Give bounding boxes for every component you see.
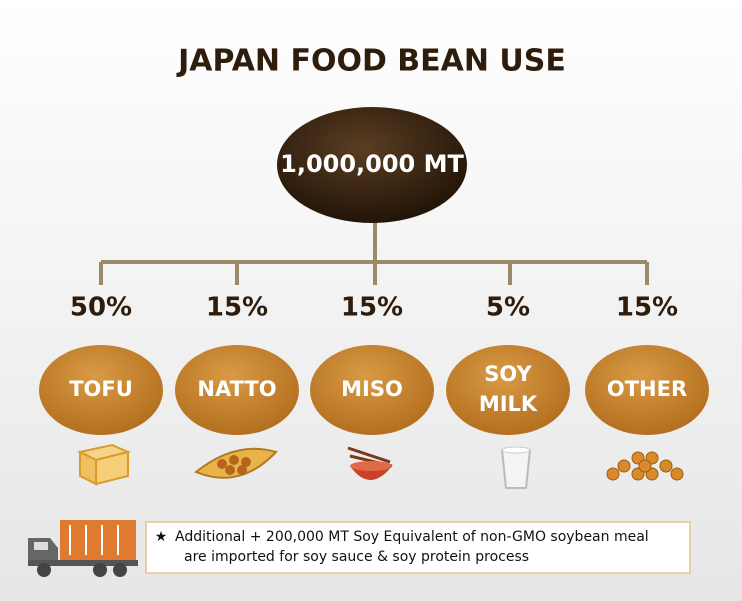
category-node (39, 345, 163, 435)
category-label: MISO (341, 377, 403, 401)
category-node (310, 345, 434, 435)
other-icon (606, 451, 684, 481)
category-label: SOY (484, 362, 532, 386)
title: JAPAN FOOD BEAN USE (176, 44, 566, 79)
truck-icon (28, 520, 138, 577)
percent-label: 5% (486, 293, 530, 323)
percent-label: 15% (341, 293, 403, 323)
category-node (175, 345, 299, 435)
category-label: TOFU (69, 377, 133, 401)
tofu-icon (77, 443, 132, 486)
natto-icon (194, 447, 278, 479)
percent-label: 50% (70, 293, 132, 323)
miso-icon (347, 446, 393, 480)
root-label: 1,000,000 MT (280, 150, 464, 178)
soy-milk-icon (500, 446, 532, 489)
note-line: are imported for soy sauce & soy protein… (184, 549, 529, 565)
note-symbol: ★ (155, 529, 168, 545)
category-node (446, 345, 570, 435)
category-label: MILK (479, 392, 538, 416)
note-line: Additional + 200,000 MT Soy Equivalent o… (175, 529, 649, 545)
category-label: OTHER (607, 377, 687, 401)
root-node (277, 107, 467, 223)
percent-label: 15% (206, 293, 268, 323)
category-label: NATTO (197, 377, 276, 401)
note-box (145, 521, 691, 574)
category-node (585, 345, 709, 435)
percent-label: 15% (616, 293, 678, 323)
